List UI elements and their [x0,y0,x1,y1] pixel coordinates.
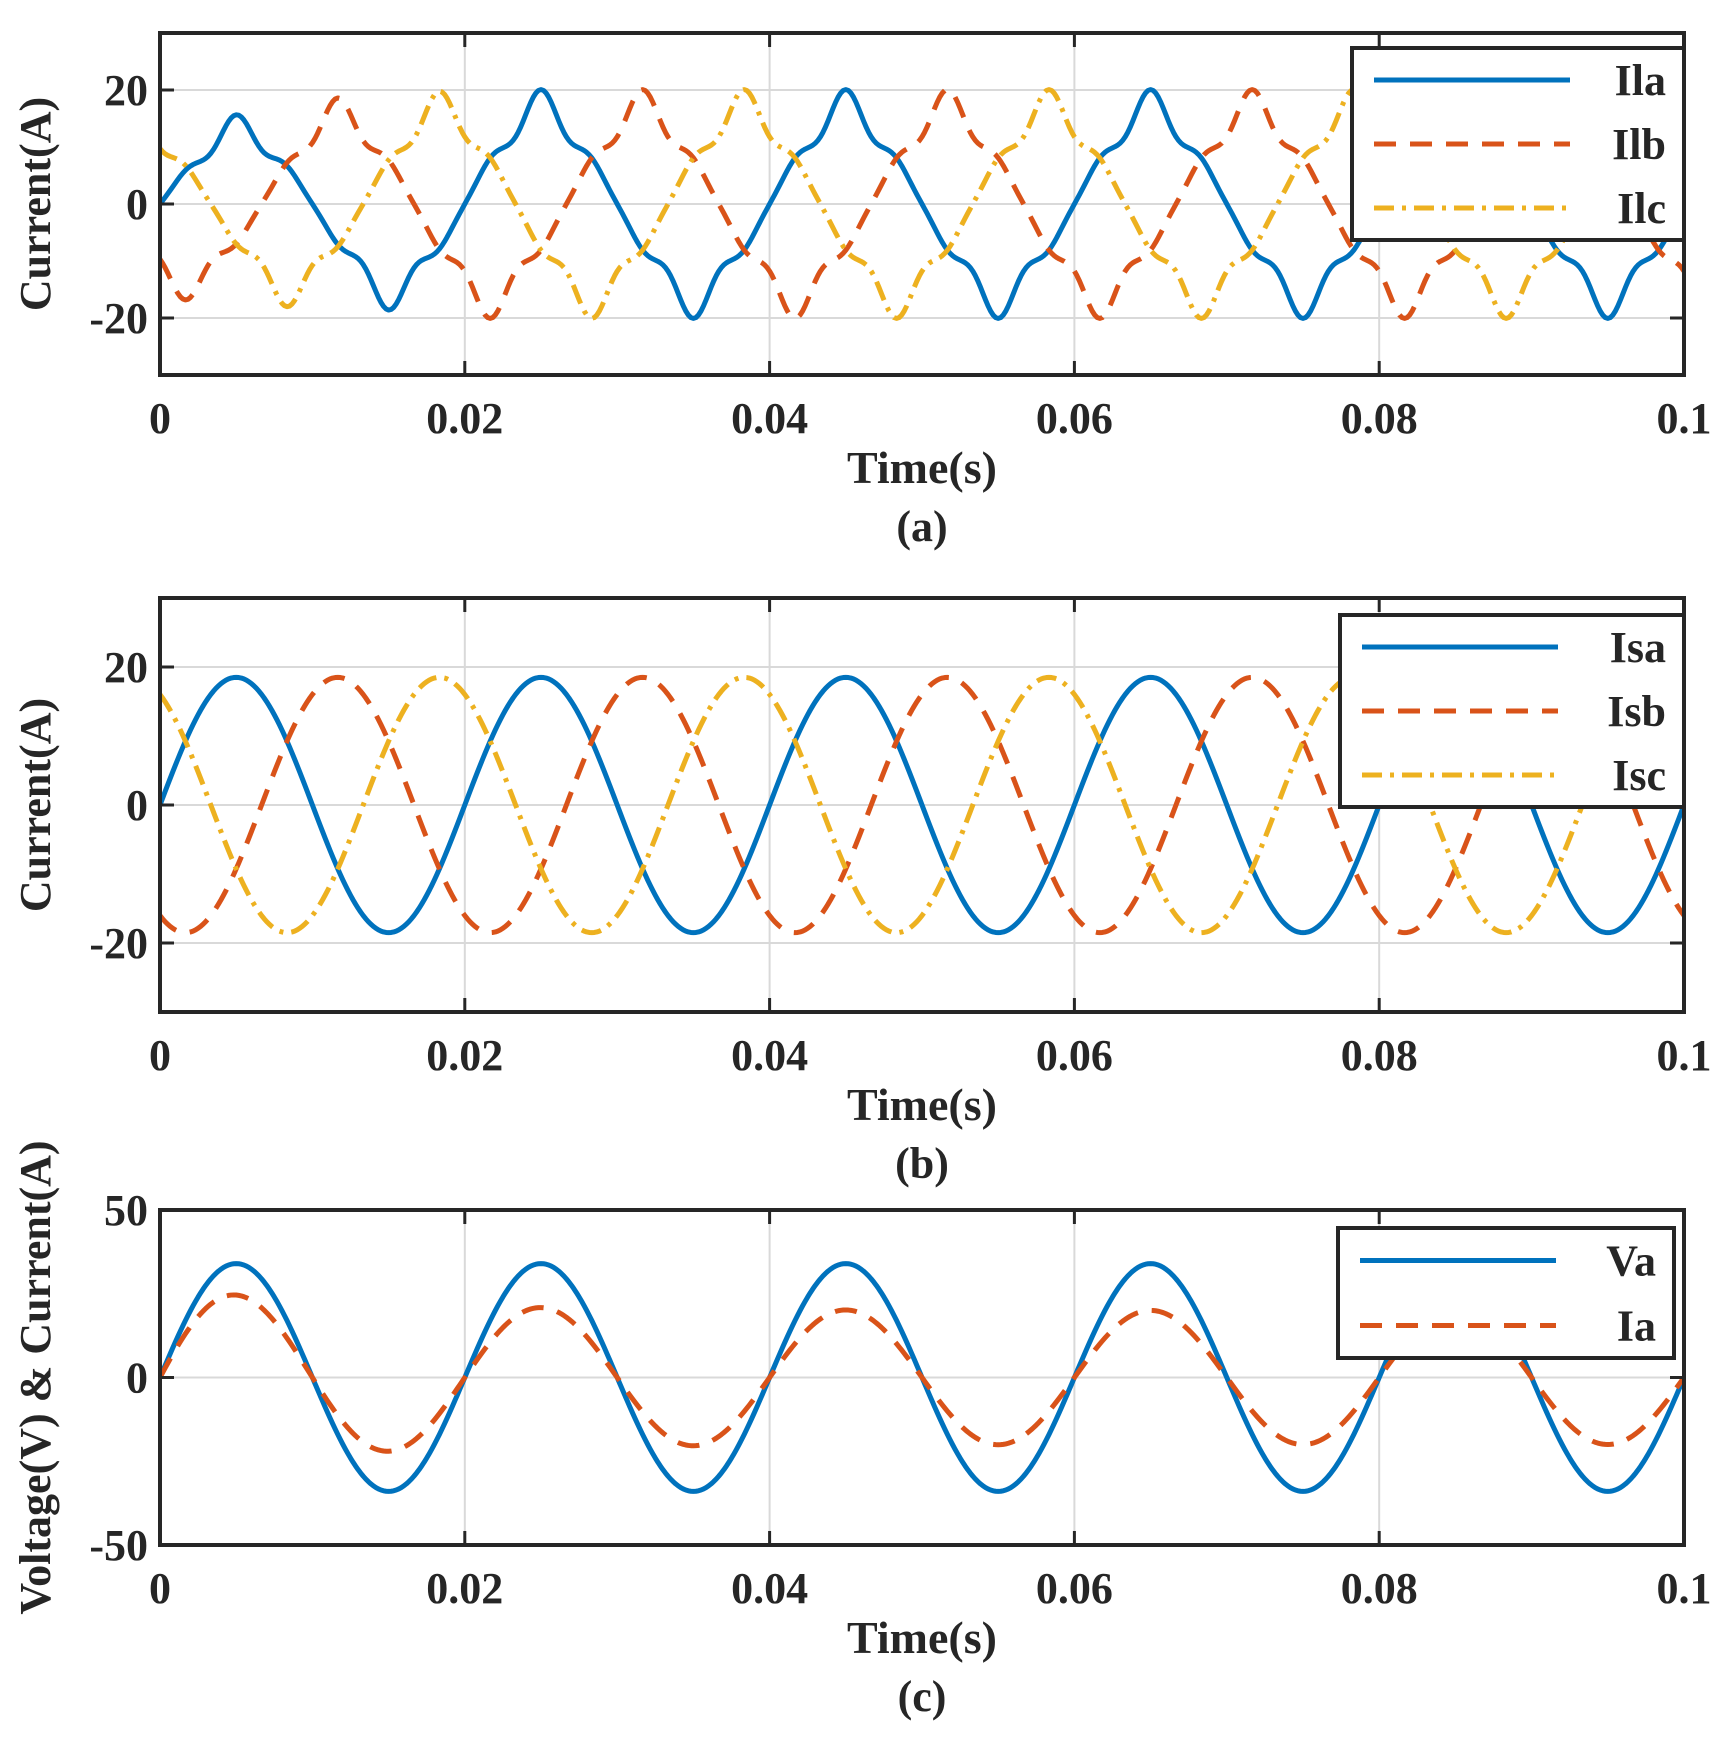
legend-label-isb: Isb [1607,687,1666,736]
y-tick-label: 50 [104,1186,148,1235]
legend: Va Ia [1336,1226,1676,1360]
y-tick-label: -20 [89,919,148,968]
series-line-ilb [160,87,1684,321]
legend-label-ila: Ila [1615,56,1666,105]
x-tick-label: 0.06 [1036,394,1113,443]
legend-label-va: Va [1606,1237,1656,1286]
legend-box [1336,1226,1676,1360]
x-tick-label: 0.02 [426,1564,503,1613]
legend-label-isc: Isc [1612,751,1666,800]
x-tick-label: 0.02 [426,1031,503,1080]
legend-label-isa: Isa [1610,623,1666,672]
x-tick-label: 0.06 [1036,1564,1113,1613]
x-tick-label: 0 [149,1031,171,1080]
chart-panel-a: 0 0.02 0.04 0.06 0.08 0.1 -20 0 20 Time(s) Current… [11,31,1712,551]
y-axis-label: Current(A) [11,698,60,912]
y-tick-label: 20 [104,643,148,692]
y-axis-label: Voltage(V) & Current(A) [11,1140,60,1614]
series-line-isc [160,674,1684,936]
chart-panel-b: 0 0.02 0.04 0.06 0.08 0.1 -20 0 20 Time(s) Current… [11,596,1712,1188]
legend-label-ilb: Ilb [1612,120,1666,169]
x-tick-label: 0.08 [1341,1031,1418,1080]
x-tick-label: 0.1 [1657,1564,1712,1613]
x-tick-label: 0.04 [731,1564,808,1613]
panel-caption: (a) [896,502,947,551]
x-axis-label: Time(s) [847,442,997,493]
x-tick-label: 0.04 [731,394,808,443]
y-tick-label: -50 [89,1521,148,1570]
x-tick-label: 0.1 [1657,394,1712,443]
x-axis-label: Time(s) [847,1079,997,1130]
y-tick-label: -20 [89,294,148,343]
y-tick-label: 0 [126,781,148,830]
legend-label-ia: Ia [1617,1302,1656,1351]
x-tick-label: 0 [149,1564,171,1613]
chart-panel-c: 0 0.02 0.04 0.06 0.08 0.1-50050Time(s)Voltage… [11,1140,1712,1721]
y-tick-label: 0 [126,1354,148,1403]
legend: Ila Ilb Ilc [1350,46,1686,242]
x-tick-label: 0 [149,394,171,443]
x-tick-label: 0.08 [1341,394,1418,443]
panel-caption: (c) [898,1672,947,1721]
x-axis-label: Time(s) [847,1612,997,1663]
y-axis-label: Current(A) [11,97,60,311]
y-tick-label: 0 [126,180,148,229]
legend-label-ilc: Ilc [1617,184,1666,233]
series-line-isb [160,674,1684,936]
x-tick-label: 0.1 [1657,1031,1712,1080]
x-tick-label: 0.02 [426,394,503,443]
series-line-ia [160,1292,1684,1454]
panel-caption: (b) [895,1139,949,1188]
x-tick-label: 0.04 [731,1031,808,1080]
x-tick-label: 0.08 [1341,1564,1418,1613]
legend: Isa Isb Isc [1338,613,1686,809]
x-tick-label: 0.06 [1036,1031,1113,1080]
y-tick-label: 20 [104,66,148,115]
